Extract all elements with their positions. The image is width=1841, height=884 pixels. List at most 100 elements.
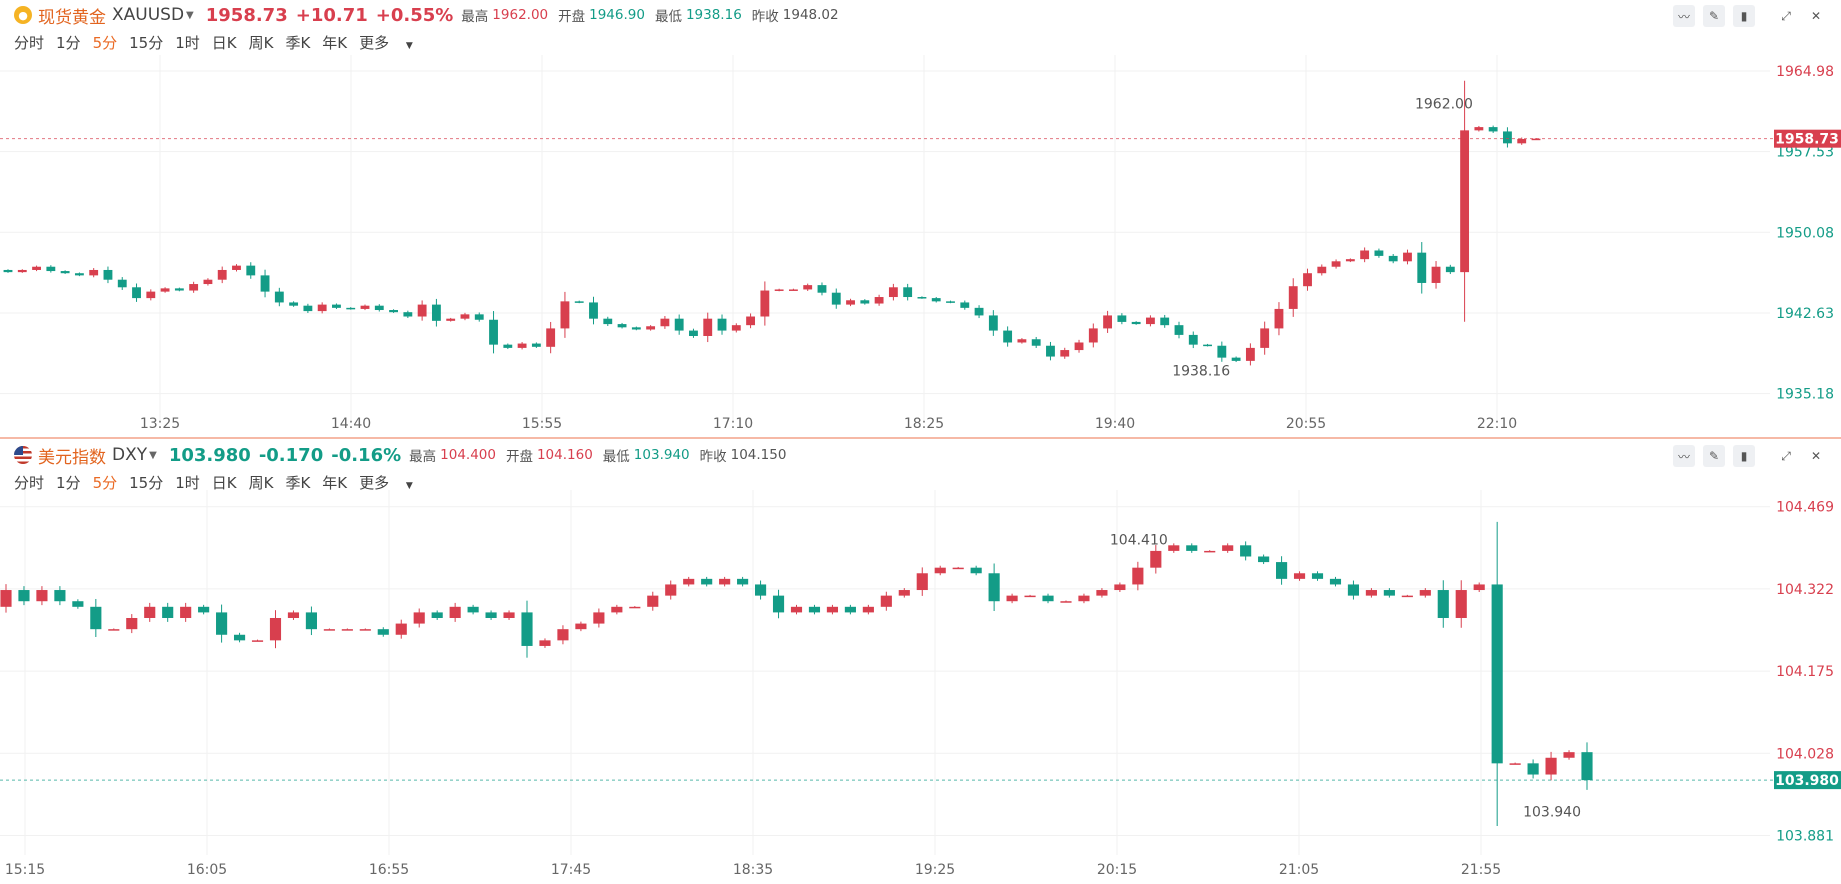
candle bbox=[232, 265, 241, 270]
candle bbox=[517, 343, 527, 348]
candle bbox=[1437, 590, 1449, 618]
candle bbox=[974, 307, 984, 316]
tab-15min[interactable]: 15分 bbox=[129, 474, 164, 492]
tab-more[interactable]: 更多 ▼ bbox=[359, 34, 413, 52]
candle bbox=[826, 606, 839, 613]
low-annotation: 103.940 bbox=[1523, 804, 1581, 820]
x-tick-label: 16:05 bbox=[187, 862, 227, 878]
tab-5min[interactable]: 5分 bbox=[92, 474, 118, 492]
candle bbox=[146, 291, 156, 299]
candle bbox=[531, 343, 541, 347]
close-icon[interactable]: ✕ bbox=[1810, 449, 1822, 463]
candlestick-icon[interactable]: ▮ bbox=[1733, 445, 1755, 467]
tab-quarterly[interactable]: 季K bbox=[285, 474, 311, 492]
draw-pen-icon[interactable]: ✎ bbox=[1703, 445, 1725, 467]
candle bbox=[374, 305, 384, 311]
instrument-symbol[interactable]: XAUUSD bbox=[112, 5, 185, 25]
tab-timeshare[interactable]: 分时 bbox=[14, 34, 45, 52]
candle bbox=[1132, 567, 1144, 585]
tab-daily[interactable]: 日K bbox=[211, 34, 237, 52]
candle bbox=[246, 265, 256, 276]
candle bbox=[503, 612, 515, 618]
candle bbox=[160, 288, 170, 292]
stat-label-high: 最高 bbox=[409, 449, 437, 465]
candle bbox=[17, 269, 27, 273]
candle bbox=[1060, 350, 1070, 357]
timeframe-tabs: 分时 1分 5分 15分 1时 日K 周K 季K 年K 更多 ▼ bbox=[14, 472, 437, 493]
tab-quarterly[interactable]: 季K bbox=[285, 34, 311, 52]
candle bbox=[1231, 357, 1241, 361]
candle bbox=[717, 318, 727, 331]
tab-weekly[interactable]: 周K bbox=[248, 474, 274, 492]
candle bbox=[1517, 139, 1527, 144]
chevron-down-icon[interactable]: ▼ bbox=[149, 449, 157, 461]
candle bbox=[629, 606, 641, 609]
candle bbox=[701, 578, 713, 585]
candle bbox=[503, 344, 513, 348]
close-icon[interactable]: ✕ bbox=[1810, 9, 1822, 23]
expand-icon[interactable]: ⤢ bbox=[1781, 448, 1791, 463]
tab-more[interactable]: 更多 ▼ bbox=[359, 474, 413, 492]
candlestick-icon[interactable]: ▮ bbox=[1733, 5, 1755, 27]
candle bbox=[233, 634, 246, 641]
candle bbox=[539, 640, 551, 646]
candle bbox=[1088, 328, 1098, 343]
candle bbox=[449, 606, 461, 618]
x-tick-label: 18:35 bbox=[733, 862, 773, 878]
tab-yearly[interactable]: 年K bbox=[322, 34, 348, 52]
tab-1hour[interactable]: 1时 bbox=[175, 474, 200, 492]
candle bbox=[1374, 250, 1384, 256]
tab-daily[interactable]: 日K bbox=[211, 474, 237, 492]
x-tick-label: 13:25 bbox=[140, 416, 180, 432]
candle bbox=[631, 327, 641, 330]
tab-5min[interactable]: 5分 bbox=[92, 34, 118, 52]
candle bbox=[934, 567, 946, 574]
candle bbox=[674, 318, 684, 331]
xauusd-panel: 1964.98 1957.53 1950.08 1942.63 1935.18 13:25… bbox=[0, 0, 1841, 438]
line-chart-icon[interactable]: 〰 bbox=[1673, 445, 1695, 467]
x-tick-label: 22:10 bbox=[1477, 416, 1517, 432]
candle bbox=[575, 623, 587, 630]
candle bbox=[18, 590, 30, 602]
expand-icon[interactable]: ⤢ bbox=[1781, 8, 1791, 23]
candle bbox=[1046, 345, 1055, 357]
y-tick-label: 1935.18 bbox=[1776, 387, 1834, 403]
tab-1min[interactable]: 1分 bbox=[56, 474, 81, 492]
candle bbox=[359, 629, 371, 631]
panel-divider[interactable] bbox=[0, 437, 1841, 439]
candle bbox=[831, 292, 841, 305]
instrument-name[interactable]: 美元指数 bbox=[38, 447, 106, 468]
tab-yearly[interactable]: 年K bbox=[322, 474, 348, 492]
dxy-panel: 104.469 104.322 104.175 104.028 103.881 15:15… bbox=[0, 440, 1841, 884]
candle bbox=[332, 304, 341, 308]
tab-1hour[interactable]: 1时 bbox=[175, 34, 200, 52]
dxy-candlestick-chart[interactable]: 104.469 104.322 104.175 104.028 103.881 15:15… bbox=[0, 440, 1841, 884]
tab-timeshare[interactable]: 分时 bbox=[14, 474, 45, 492]
candle bbox=[467, 606, 479, 613]
tab-weekly[interactable]: 周K bbox=[248, 34, 274, 52]
xauusd-candlestick-chart[interactable]: 1964.98 1957.53 1950.08 1942.63 1935.18 13:25… bbox=[0, 0, 1841, 438]
candle bbox=[737, 578, 749, 585]
y-tick-label: 103.881 bbox=[1776, 828, 1834, 844]
last-price-label: 103.980 bbox=[1775, 773, 1839, 789]
instrument-name[interactable]: 现货黄金 bbox=[38, 7, 106, 28]
candle bbox=[1331, 261, 1341, 267]
high-annotation: 104.410 bbox=[1110, 533, 1168, 549]
tab-15min[interactable]: 15分 bbox=[129, 34, 164, 52]
candle bbox=[546, 328, 556, 347]
instrument-symbol[interactable]: DXY bbox=[112, 445, 148, 465]
candle bbox=[774, 289, 784, 291]
candle bbox=[1531, 138, 1541, 141]
candle bbox=[1445, 266, 1455, 273]
candle bbox=[474, 314, 484, 320]
chevron-down-icon[interactable]: ▼ bbox=[186, 9, 194, 21]
tab-1min[interactable]: 1分 bbox=[56, 34, 81, 52]
line-chart-icon[interactable]: 〰 bbox=[1673, 5, 1695, 27]
candle bbox=[1545, 757, 1557, 775]
candle bbox=[203, 279, 213, 285]
candle bbox=[305, 612, 317, 630]
candle bbox=[417, 304, 427, 317]
y-tick-label: 104.469 bbox=[1776, 500, 1834, 516]
draw-pen-icon[interactable]: ✎ bbox=[1703, 5, 1725, 27]
y-tick-label: 104.028 bbox=[1776, 746, 1834, 762]
